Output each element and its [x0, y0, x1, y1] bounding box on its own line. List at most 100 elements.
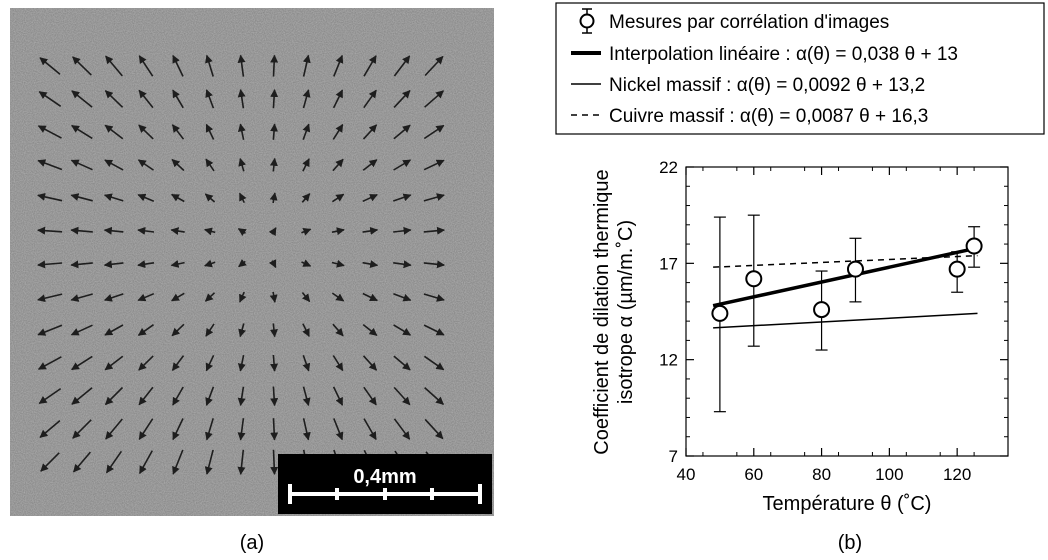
displacement-arrow [70, 293, 93, 302]
displacement-arrow [362, 193, 378, 203]
displacement-arrow [204, 449, 214, 475]
copper-line [713, 254, 978, 268]
displacement-arrow [237, 89, 246, 109]
displacement-arrow [137, 260, 155, 269]
displacement-arrow [238, 192, 247, 204]
displacement-arrow [103, 293, 124, 302]
displacement-arrow [301, 259, 312, 267]
displacement-arrow [172, 449, 184, 475]
image-texture [10, 8, 494, 516]
displacement-arrow [269, 323, 278, 338]
displacement-arrow [332, 355, 344, 372]
displacement-arrow [171, 323, 185, 337]
displacement-arrow [331, 193, 345, 203]
displacement-arrow [393, 386, 411, 406]
legend-entry: Interpolation linéaire : α(θ) = 0,038 θ … [609, 44, 958, 65]
displacement-arrow [37, 125, 62, 139]
displacement-arrow [70, 159, 93, 171]
displacement-arrow [423, 355, 445, 371]
displacement-arrow [71, 387, 93, 405]
displacement-arrow [40, 452, 60, 472]
displacement-arrow [103, 226, 124, 235]
displacement-arrow [302, 123, 311, 140]
displacement-arrow [363, 386, 377, 406]
displacement-arrow [269, 192, 278, 204]
displacement-arrow [270, 386, 279, 407]
displacement-arrow [138, 55, 154, 77]
displacement-arrow [270, 54, 279, 77]
displacement-arrow [333, 418, 344, 441]
displacement-arrow [393, 418, 411, 440]
data-point [745, 270, 763, 288]
displacement-arrow [362, 159, 378, 171]
displacement-arrow [205, 89, 215, 109]
scale-bar: 0,4mm [278, 454, 492, 514]
displacement-arrow [137, 324, 154, 336]
displacement-arrow [37, 260, 63, 269]
displacement-arrow [270, 354, 279, 372]
displacement-arrows [37, 54, 445, 475]
displacement-arrow [302, 89, 311, 109]
displacement-arrow [332, 323, 344, 337]
displacement-arrow [423, 324, 445, 336]
displacement-arrow [332, 89, 344, 109]
displacement-arrow [238, 323, 246, 338]
displacement-arrow [205, 323, 215, 337]
displacement-arrow [72, 419, 92, 439]
data-point [846, 260, 864, 278]
displacement-arrow [393, 355, 411, 371]
displacement-arrow [37, 324, 63, 336]
displacement-arrow [170, 259, 185, 268]
displacement-arrow [137, 193, 155, 202]
displacement-arrow [205, 386, 215, 406]
displacement-arrow [362, 124, 378, 140]
displacement-arrow [363, 418, 377, 441]
displacement-arrow [237, 386, 246, 407]
displacement-arrow [171, 355, 185, 372]
displacement-arrow [37, 356, 62, 370]
displacement-arrow [362, 260, 379, 268]
displacement-arrow [205, 418, 214, 441]
displacement-arrow [302, 386, 311, 407]
displacement-arrow [393, 226, 412, 235]
displacement-arrow [104, 90, 124, 108]
displacement-arrow [270, 449, 279, 475]
displacement-arrow [238, 157, 247, 172]
displacement-arrow [423, 260, 445, 269]
displacement-arrow [138, 89, 154, 109]
caption-b: (b) [837, 532, 863, 554]
displacement-arrow [37, 226, 63, 235]
legend-marker-circle [579, 8, 595, 34]
displacement-arrow [332, 158, 344, 172]
displacement-arrow [171, 158, 185, 172]
displacement-arrow [103, 193, 124, 202]
caption-a: (a) [239, 532, 265, 554]
legend: Mesures par corrélation d'images Interpo… [555, 2, 1045, 135]
displacement-arrow [362, 292, 378, 302]
displacement-arrow [137, 226, 155, 235]
legend-entry: Nickel massif : α(θ) = 0,0092 θ + 13,2 [609, 75, 925, 96]
scale-bar-box [278, 454, 492, 514]
data-point [813, 301, 831, 319]
legend-box [555, 2, 1045, 135]
displacement-arrow [237, 354, 246, 372]
displacement-arrow [424, 387, 444, 405]
displacement-arrow [38, 387, 62, 405]
displacement-arrow [393, 90, 411, 108]
displacement-arrow [104, 355, 124, 371]
x-axis-label: Température θ (˚C) [763, 493, 932, 515]
axis-ticks [685, 166, 1008, 457]
displacement-arrow [423, 124, 445, 140]
displacement-arrow [302, 158, 310, 172]
displacement-arrow [237, 54, 246, 77]
displacement-arrow [171, 193, 185, 203]
displacement-arrow [205, 354, 215, 372]
displacement-arrow [138, 355, 154, 371]
x-tick-label: 100 [875, 465, 903, 484]
displacement-arrow [393, 159, 412, 171]
displacement-arrow [423, 293, 445, 302]
displacement-arrow [423, 159, 445, 171]
legend-entry: Mesures par corrélation d'images [609, 12, 889, 33]
